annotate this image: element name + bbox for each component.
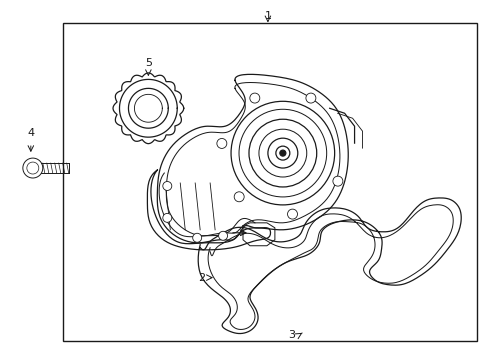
Text: 2: 2 xyxy=(198,273,205,283)
Text: 1: 1 xyxy=(264,11,271,21)
Bar xyxy=(62,23,476,341)
Text: 4: 4 xyxy=(27,128,34,138)
Circle shape xyxy=(163,213,171,222)
Circle shape xyxy=(287,209,297,219)
Circle shape xyxy=(275,146,289,160)
Circle shape xyxy=(234,192,244,202)
Circle shape xyxy=(218,231,227,240)
Circle shape xyxy=(163,181,171,190)
Circle shape xyxy=(279,150,285,156)
Circle shape xyxy=(27,162,39,174)
Circle shape xyxy=(249,93,259,103)
Circle shape xyxy=(305,93,315,103)
Circle shape xyxy=(332,176,342,186)
Text: 3: 3 xyxy=(287,330,294,341)
Circle shape xyxy=(216,139,226,148)
Circle shape xyxy=(23,158,42,178)
Circle shape xyxy=(192,233,201,242)
Text: 5: 5 xyxy=(144,58,152,68)
